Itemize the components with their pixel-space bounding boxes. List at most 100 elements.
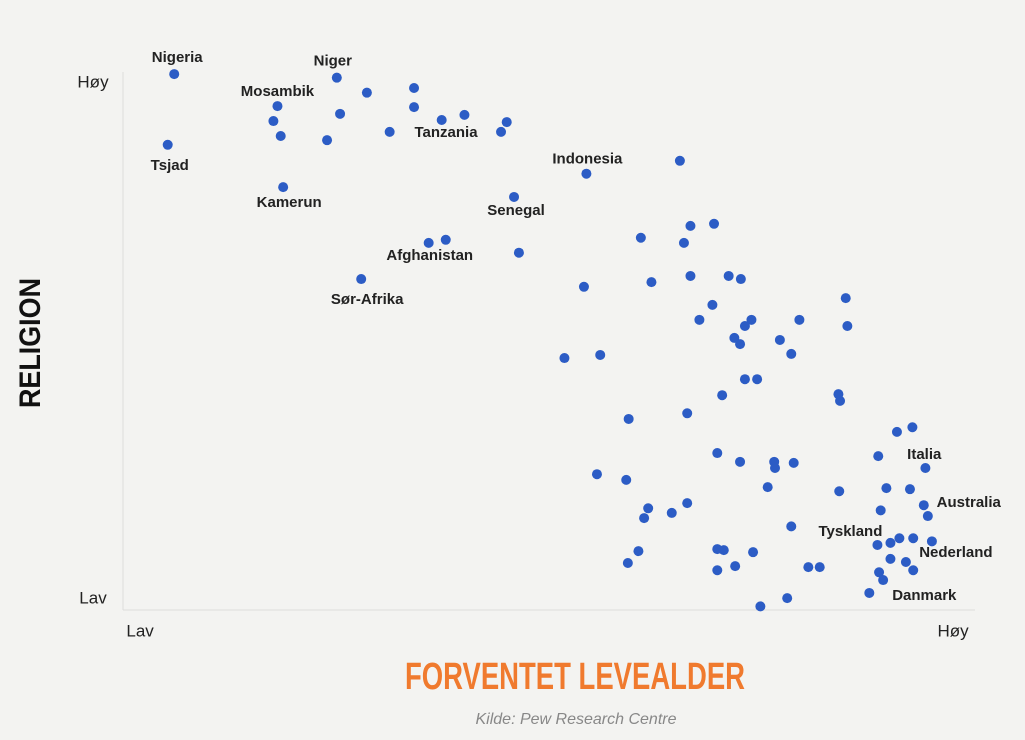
point [878, 575, 889, 586]
point-label: Indonesia [552, 151, 623, 168]
point-label: Tanzania [414, 124, 478, 141]
point [384, 126, 395, 137]
point [678, 237, 689, 248]
point [739, 374, 750, 385]
point [735, 456, 746, 467]
point [735, 274, 746, 285]
point [835, 395, 846, 406]
point [623, 413, 634, 424]
point [643, 503, 654, 514]
point-label: Sør-Afrika [331, 291, 404, 308]
point [712, 565, 723, 576]
point [786, 348, 797, 359]
point [335, 108, 346, 119]
point [723, 270, 734, 281]
point [621, 474, 632, 485]
point [885, 537, 896, 548]
point [496, 126, 507, 137]
point [786, 521, 797, 532]
point [881, 483, 892, 494]
point [423, 237, 434, 248]
point [409, 102, 420, 113]
point [755, 601, 766, 612]
point [762, 482, 773, 493]
point [559, 353, 570, 364]
source: Kilde: Pew Research Centre [476, 711, 677, 728]
point-label: Nederland [919, 544, 992, 561]
point [709, 218, 720, 229]
y-tick-label: Høy [77, 72, 109, 91]
x-tick-label: Lav [126, 621, 154, 640]
point-label: Niger [314, 53, 353, 70]
point [907, 422, 918, 433]
point [788, 457, 799, 468]
point [874, 567, 885, 578]
point-label: Danmark [892, 587, 957, 604]
x-tick-label: Høy [937, 621, 969, 640]
point-label: Italia [907, 446, 942, 463]
point [509, 191, 520, 202]
point [674, 155, 685, 166]
point-label: Mosambik [241, 83, 315, 100]
point [682, 498, 693, 509]
point [891, 426, 902, 437]
point-label: Afghanistan [386, 247, 473, 264]
point [361, 87, 372, 98]
point [746, 314, 757, 325]
point [591, 469, 602, 480]
point [840, 293, 851, 304]
point [633, 546, 644, 557]
point [278, 182, 289, 193]
point [920, 463, 931, 474]
point [770, 463, 781, 474]
point [595, 349, 606, 360]
point-label: Australia [937, 494, 1002, 511]
point [774, 334, 785, 345]
point [635, 232, 646, 243]
point-label: Tyskland [818, 523, 882, 540]
point-label: Tsjad [151, 157, 189, 174]
point-label: Senegal [487, 202, 545, 219]
point [735, 339, 746, 350]
point [639, 513, 650, 524]
point [834, 486, 845, 497]
point [646, 277, 657, 288]
point [268, 116, 279, 127]
point [275, 131, 286, 142]
point [501, 117, 512, 128]
point [900, 556, 911, 567]
point [782, 593, 793, 604]
point [581, 168, 592, 179]
y-tick-label: Lav [79, 589, 107, 608]
point [794, 314, 805, 325]
point [169, 69, 180, 80]
point [162, 139, 173, 150]
point [694, 314, 705, 325]
point [894, 533, 905, 544]
point [718, 545, 729, 556]
point [918, 500, 929, 511]
point [814, 562, 825, 573]
point [622, 558, 633, 569]
point [739, 321, 750, 332]
point [872, 539, 883, 550]
point [908, 565, 919, 576]
point [666, 507, 677, 518]
point [717, 390, 728, 401]
point [440, 234, 451, 245]
point [436, 115, 447, 126]
point [682, 408, 693, 419]
point [873, 451, 884, 462]
point [730, 561, 741, 572]
point [748, 547, 759, 558]
point [459, 109, 470, 120]
point [513, 247, 524, 258]
point [904, 484, 915, 495]
point [331, 72, 342, 83]
point [409, 83, 420, 94]
point [842, 321, 853, 332]
point [875, 505, 886, 516]
point [926, 536, 937, 547]
